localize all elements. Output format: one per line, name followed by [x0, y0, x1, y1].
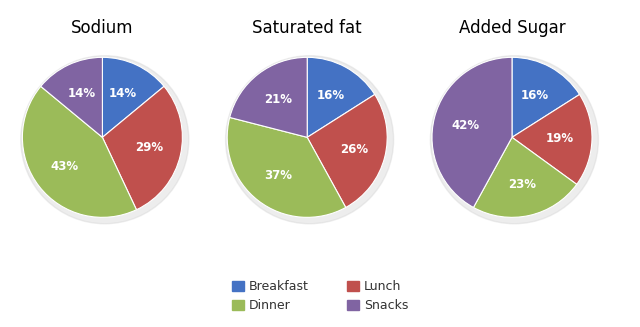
Wedge shape — [512, 95, 592, 184]
Text: 42%: 42% — [451, 119, 479, 132]
Text: 16%: 16% — [521, 89, 549, 102]
Wedge shape — [102, 86, 182, 210]
Wedge shape — [307, 57, 375, 137]
Text: 26%: 26% — [340, 143, 368, 156]
Title: Added Sugar: Added Sugar — [459, 19, 565, 37]
Wedge shape — [102, 57, 164, 137]
Text: 23%: 23% — [508, 178, 536, 191]
Wedge shape — [230, 57, 307, 137]
Legend: Breakfast, Dinner, Lunch, Snacks: Breakfast, Dinner, Lunch, Snacks — [227, 275, 413, 318]
Text: 43%: 43% — [51, 160, 79, 173]
Text: 14%: 14% — [109, 87, 137, 100]
Text: 14%: 14% — [68, 87, 96, 100]
Wedge shape — [41, 57, 102, 137]
Wedge shape — [227, 117, 346, 217]
Text: 21%: 21% — [264, 93, 292, 106]
Circle shape — [21, 56, 189, 224]
Title: Sodium: Sodium — [71, 19, 134, 37]
Wedge shape — [22, 86, 136, 217]
Circle shape — [225, 56, 394, 224]
Text: 29%: 29% — [135, 141, 163, 154]
Title: Saturated fat: Saturated fat — [252, 19, 362, 37]
Text: 37%: 37% — [264, 169, 292, 182]
Text: 19%: 19% — [546, 132, 574, 145]
Wedge shape — [307, 95, 387, 207]
Wedge shape — [474, 137, 577, 217]
Wedge shape — [432, 57, 512, 207]
Text: 16%: 16% — [316, 89, 344, 102]
Wedge shape — [512, 57, 580, 137]
Circle shape — [430, 56, 598, 224]
